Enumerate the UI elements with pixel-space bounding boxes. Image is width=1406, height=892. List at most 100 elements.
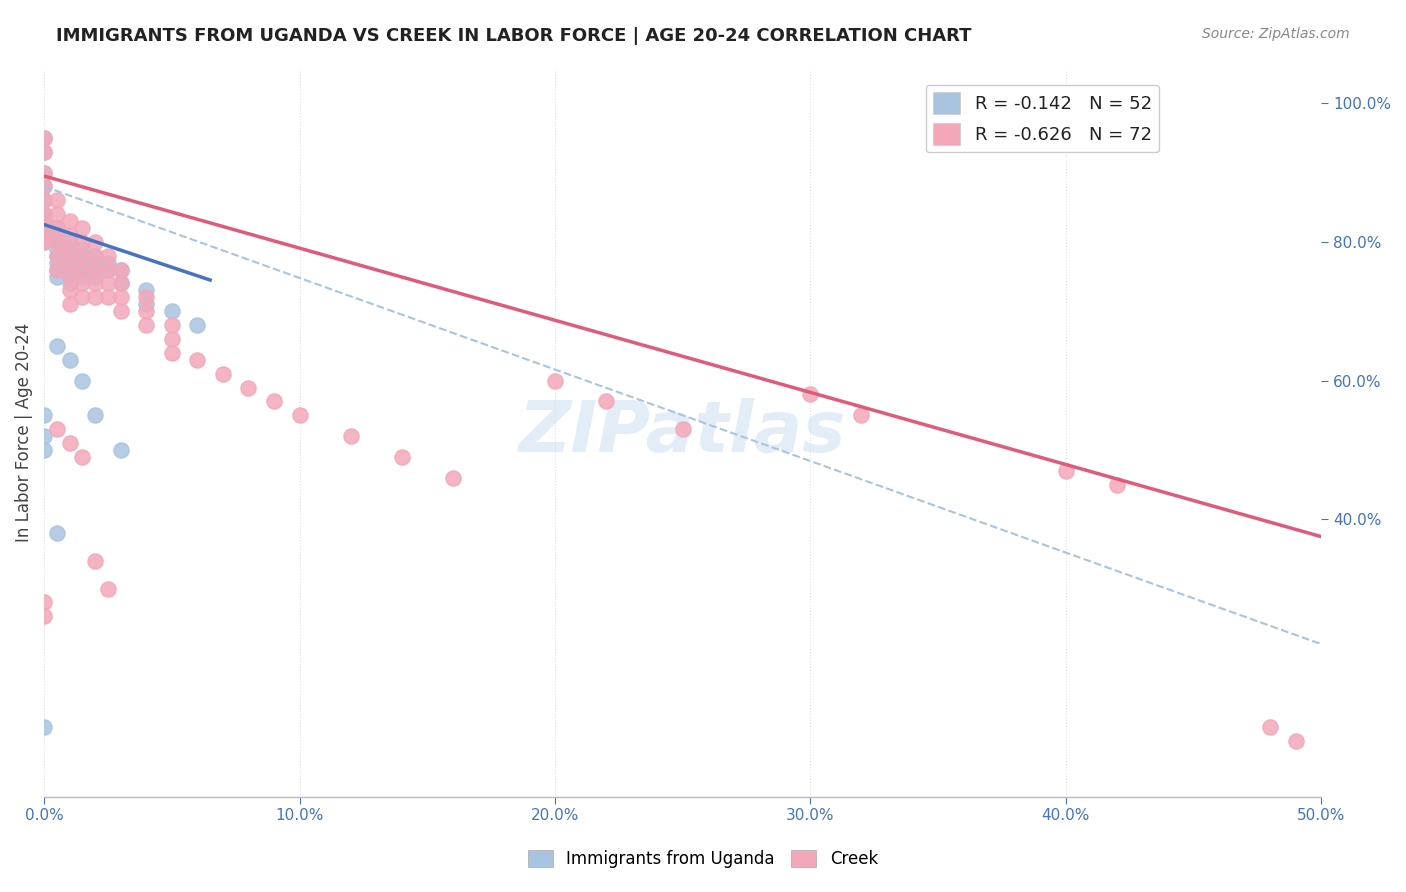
Point [84,249,107,263]
Point [32,609,55,624]
Point [391,450,413,464]
Point [45,227,67,242]
Point [32,207,55,221]
Point [45,262,67,277]
Point [97,582,120,596]
Point [32,227,55,242]
Point [186,318,208,332]
Point [851,409,873,423]
Point [32,720,55,734]
Point [32,442,55,457]
Point [263,394,285,409]
Point [595,394,617,409]
Point [32,214,55,228]
Point [288,409,311,423]
Point [160,304,183,318]
Text: ZIPatlas: ZIPatlas [519,398,846,467]
Point [84,249,107,263]
Point [135,290,157,304]
Point [32,179,55,194]
Point [97,249,120,263]
Point [110,262,132,277]
Point [110,304,132,318]
Point [97,262,120,277]
Point [72,249,94,263]
Legend: R = -0.142   N = 52, R = -0.626   N = 72: R = -0.142 N = 52, R = -0.626 N = 72 [925,85,1159,153]
Point [32,145,55,159]
Point [97,256,120,270]
Point [59,256,82,270]
Point [32,165,55,179]
Point [72,262,94,277]
Point [212,367,235,381]
Point [45,269,67,284]
Point [59,214,82,228]
Point [45,262,67,277]
Point [59,352,82,367]
Point [160,318,183,332]
Point [45,339,67,353]
Point [1258,720,1281,734]
Point [32,207,55,221]
Point [59,249,82,263]
Point [72,277,94,291]
Point [110,277,132,291]
Point [59,284,82,298]
Point [32,165,55,179]
Point [84,290,107,304]
Point [32,145,55,159]
Point [84,262,107,277]
Point [110,262,132,277]
Point [32,409,55,423]
Point [45,235,67,249]
Point [84,554,107,568]
Point [32,221,55,235]
Point [59,256,82,270]
Point [32,595,55,609]
Point [84,409,107,423]
Y-axis label: In Labor Force | Age 20-24: In Labor Force | Age 20-24 [15,323,32,542]
Text: IMMIGRANTS FROM UGANDA VS CREEK IN LABOR FORCE | AGE 20-24 CORRELATION CHART: IMMIGRANTS FROM UGANDA VS CREEK IN LABOR… [56,27,972,45]
Point [72,374,94,388]
Legend: Immigrants from Uganda, Creek: Immigrants from Uganda, Creek [522,843,884,875]
Point [441,471,464,485]
Point [97,262,120,277]
Point [110,290,132,304]
Point [72,450,94,464]
Point [72,235,94,249]
Point [84,262,107,277]
Point [45,256,67,270]
Point [672,422,695,436]
Point [72,221,94,235]
Point [339,429,361,443]
Point [72,256,94,270]
Point [799,387,821,401]
Point [32,235,55,249]
Point [186,352,208,367]
Point [32,194,55,208]
Point [59,277,82,291]
Point [45,194,67,208]
Point [32,214,55,228]
Point [32,194,55,208]
Text: Source: ZipAtlas.com: Source: ZipAtlas.com [1202,27,1350,41]
Point [72,269,94,284]
Point [45,526,67,541]
Point [84,277,107,291]
Point [45,235,67,249]
Point [1285,734,1308,748]
Point [1054,464,1077,478]
Point [45,221,67,235]
Point [135,284,157,298]
Point [72,249,94,263]
Point [32,179,55,194]
Point [59,436,82,450]
Point [59,242,82,256]
Point [59,227,82,242]
Point [135,304,157,318]
Point [45,207,67,221]
Point [160,346,183,360]
Point [59,262,82,277]
Point [45,422,67,436]
Point [72,262,94,277]
